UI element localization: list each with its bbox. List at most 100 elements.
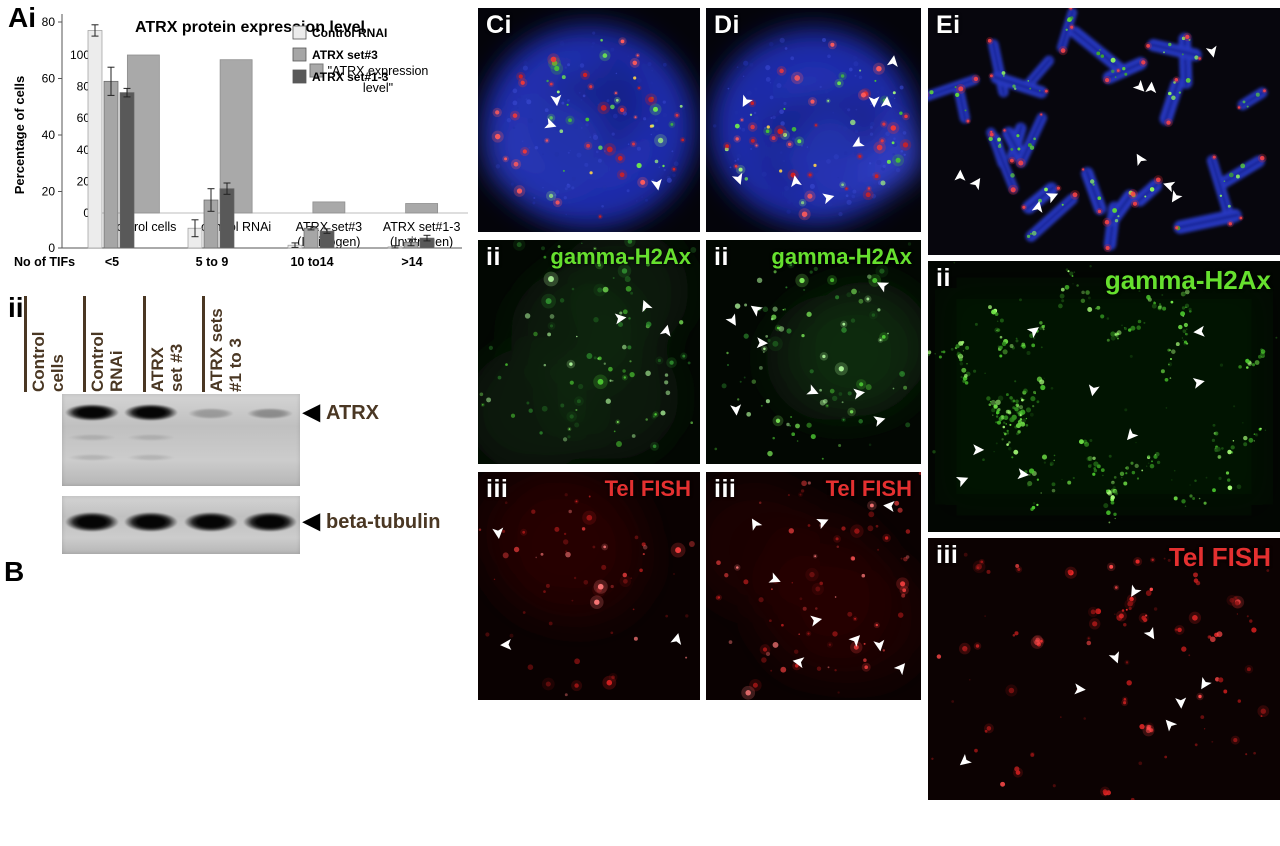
y-axis-label: Percentage of cells [12,76,27,195]
arrowhead-icon [792,657,805,669]
metaphase-merge-image [928,8,1280,255]
svg-text:20: 20 [42,185,56,199]
gamma-h2ax-channel-title: gamma-H2Ax [550,244,691,269]
arrowhead-icon [731,172,743,185]
arrowhead-icon [725,313,736,326]
panel-eii-label: ii [936,264,951,292]
blot-membrane [62,394,300,486]
legend-label: level" [363,81,393,95]
panel-diii-label: iii [714,475,737,503]
panel-ciii-label: iii [486,475,509,503]
arrowhead-icon [1074,683,1086,695]
protein-band [124,404,178,421]
tel-fish-channel-title: Tel FISH [604,476,691,501]
x-axis-label: No of TIFs [14,255,75,269]
blot-target-label: ◀ ATRX [303,398,379,424]
legend-swatch [292,69,307,84]
panel-di-label: Di [714,11,740,39]
bar [405,203,439,214]
arrowhead-icon [1145,81,1157,94]
arrowhead-icon [806,384,819,395]
svg-text:0: 0 [48,241,55,255]
bar [303,227,319,249]
arrowhead-icon [1193,325,1205,337]
arrowhead-icon [659,324,671,337]
arrowhead-icon [848,635,861,647]
blot-target-label: ◀ beta-tubulin [303,508,441,533]
arrowhead-icon [959,754,972,766]
x-tick-label: ATRX set#1-3 [383,220,461,234]
protein-band [65,404,119,421]
fluorescence-green-channel-image [478,240,700,464]
fluorescence-red-channel-image [478,472,700,700]
panel-ci-merge-image: Ci [478,8,700,232]
svg-text:80: 80 [42,15,56,29]
blot-smear [127,454,175,461]
arrowhead-icon [973,444,985,456]
arrowhead-icon [880,96,892,108]
blot-lane-label: Control cells [24,296,67,392]
arrowhead-icon [886,55,898,68]
panel-ai-label: Ai [8,2,36,33]
arrowhead-icon [492,527,504,540]
arrowhead-icon [544,117,557,129]
arrowhead-icon [955,477,969,488]
arrowhead-icon [1031,200,1043,213]
arrowhead-icon [1108,651,1120,664]
arrowhead-icon [1201,676,1212,690]
arrowhead-icon [876,282,890,293]
arrowhead-icon [1131,584,1142,597]
arrowhead-icon [550,94,562,107]
tel-fish-channel-title: Tel FISH [825,476,912,501]
arrowhead-icon [893,663,906,676]
protein-band [184,512,238,532]
arrowhead-icon [1163,181,1176,193]
legend-swatch [292,47,307,62]
svg-text:60: 60 [42,72,56,86]
panel-blot-label: ii [8,292,24,323]
legend-label: ATRX set#3 [312,48,378,62]
protein-band [247,408,293,419]
arrowhead-icon [852,136,865,147]
bar [87,30,103,249]
x-tick-label: control RNAi [201,220,271,234]
arrowhead-icon [1165,719,1178,732]
tel-fish-channel-title: Tel FISH [1168,542,1271,572]
arrowhead-icon [954,169,966,181]
panel-cii-label: ii [486,243,501,271]
panel-b: B Percentage of cells 0 20 40 60 80 <5 5 to 9 10… [0,14,478,846]
arrowhead-icon [614,313,627,325]
metaphase-green-channel-image [928,261,1280,532]
arrowhead-icon [1088,384,1100,397]
arrowhead-icon [1026,327,1039,339]
protein-band [65,512,119,532]
blot-lane-label: ATRX set #3 [143,296,186,392]
blot-lane-label: ATRX sets #1 to 3 [202,296,245,392]
panel-dii-label: ii [714,243,729,271]
arrowhead-icon [1132,79,1145,92]
arrowhead-icon [816,519,829,530]
panel-dii-h2ax-image: ii gamma-H2Ax [706,240,921,464]
bar [312,201,346,214]
panel-eiii-telfish-image: iii Tel FISH [928,538,1280,800]
arrowhead-icon [1045,193,1059,204]
x-tick-label: >14 [401,255,422,269]
arrowhead-icon [756,337,768,349]
arrowhead-icon [1127,428,1139,441]
fluorescence-green-channel-image [706,240,921,464]
arrowhead-icon [822,193,835,205]
svg-text:60: 60 [77,111,91,125]
fluorescence-merge-image [478,8,700,232]
arrowhead-icon [873,639,885,652]
gamma-h2ax-channel-title: gamma-H2Ax [771,244,912,269]
panel-ci-label: Ci [486,11,512,39]
arrowhead-icon [642,300,653,313]
fluorescence-merge-image [706,8,921,232]
tif-percentage-bar-chart: Percentage of cells 0 20 40 60 80 <5 5 to 9 10 t… [12,14,462,269]
legend-swatch [292,25,307,40]
arrowhead-icon [1205,45,1217,58]
blot-smear [127,434,175,441]
svg-text:100: 100 [70,48,90,62]
arrowhead-icon [1171,190,1183,203]
bar [119,92,135,249]
